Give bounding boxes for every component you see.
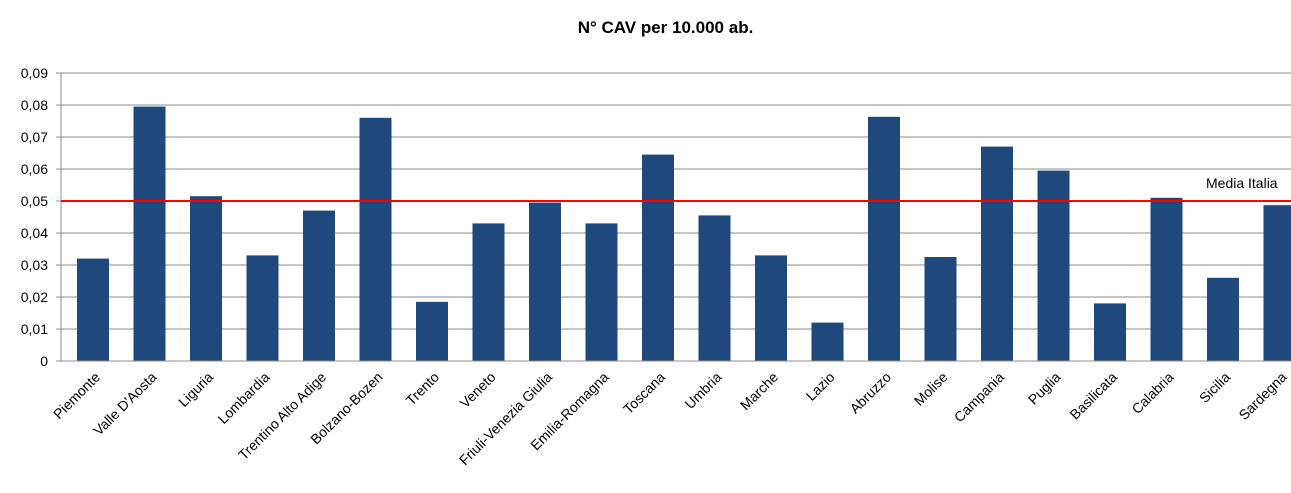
x-tick-label: Marche <box>737 369 781 413</box>
bar <box>755 255 787 361</box>
x-tick-label: Friuli-Venezia Giulia <box>456 369 555 468</box>
bar <box>868 116 900 361</box>
y-tick-label: 0,02 <box>21 289 48 305</box>
x-tick-label: Molise <box>911 369 951 409</box>
bar <box>77 258 109 361</box>
bar <box>529 202 561 361</box>
reference-line: Media Italia <box>61 175 1291 202</box>
average-line-label: Media Italia <box>1206 175 1278 191</box>
y-tick-label: 0,01 <box>21 321 48 337</box>
y-tick-label: 0,07 <box>21 129 48 145</box>
bar <box>1207 277 1239 361</box>
x-tick-label: Campania <box>951 369 1008 426</box>
x-tick-label: Liguria <box>175 369 216 410</box>
bar <box>1037 170 1070 361</box>
x-tick-label: Calabria <box>1128 369 1176 417</box>
bar <box>359 117 392 361</box>
bar <box>416 301 448 361</box>
x-tick-label: Umbria <box>681 369 724 412</box>
bars <box>77 106 1291 361</box>
x-tick-label: Veneto <box>456 369 498 411</box>
chart-title: N° CAV per 10.000 ab. <box>577 18 754 37</box>
y-tick-label: 0,09 <box>21 65 48 81</box>
axes <box>60 73 1291 362</box>
y-tick-label: 0,08 <box>21 97 48 113</box>
bar <box>1263 205 1291 361</box>
x-tick-label: Lazio <box>803 369 838 404</box>
x-tick-label: Piemonte <box>50 369 103 422</box>
x-tick-label: Lombardia <box>215 369 273 427</box>
bar <box>246 255 279 361</box>
bar <box>642 154 674 361</box>
y-tick-labels: 0 0,01 0,02 0,03 0,04 0,05 0,06 0,07 0,08 0,09 <box>21 65 48 369</box>
x-tick-label: Puglia <box>1025 369 1064 408</box>
bar <box>1094 303 1126 361</box>
bar <box>924 257 957 361</box>
bar <box>133 106 166 361</box>
y-tick-label: 0,04 <box>21 225 48 241</box>
x-tick-label: Trento <box>403 369 443 409</box>
bar <box>811 322 844 361</box>
bar <box>1150 197 1183 361</box>
y-tick-label: 0,05 <box>21 193 48 209</box>
x-tick-label: Sardegna <box>1235 369 1289 423</box>
bar <box>981 146 1013 361</box>
x-tick-label: Basilicata <box>1066 369 1120 423</box>
x-tick-label: Abruzzo <box>846 369 894 417</box>
bar <box>472 223 505 361</box>
y-tick-label: 0,03 <box>21 257 48 273</box>
bar <box>303 210 335 361</box>
y-tick-label: 0,06 <box>21 161 48 177</box>
y-tick-label: 0 <box>40 353 48 369</box>
x-tick-label: Toscana <box>620 369 668 417</box>
bar <box>190 196 222 361</box>
bar <box>585 223 618 361</box>
bar <box>698 215 731 361</box>
x-tick-label: Sicilia <box>1196 369 1233 406</box>
